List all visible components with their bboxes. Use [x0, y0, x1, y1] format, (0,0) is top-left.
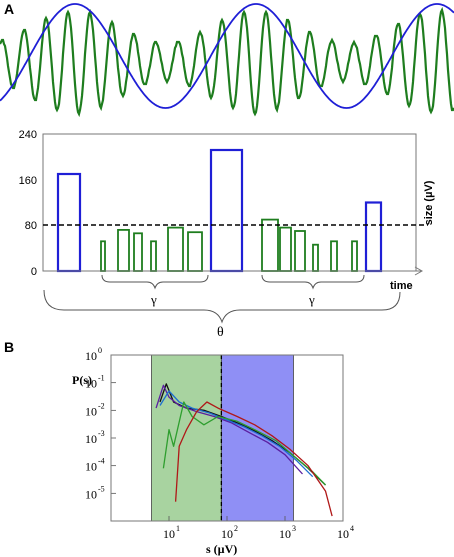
gamma-bar	[150, 240, 157, 272]
y-tick-label: 10	[85, 460, 97, 474]
bar-chart-y-ticks: 0 80 160 240	[19, 129, 37, 278]
x-tick-exponent: 3	[292, 524, 296, 533]
y-tick-exponent: -4	[98, 457, 105, 466]
x-tick-exponent: 4	[350, 524, 354, 533]
x-tick-exponent: 2	[234, 524, 238, 533]
y-tick-exponent: 0	[98, 346, 102, 355]
panel-a-traces	[0, 3, 454, 118]
theta-band	[220, 354, 294, 522]
gamma-brace-2: γ	[261, 274, 365, 307]
panel-b-curves	[155, 383, 333, 517]
theta-trace	[0, 3, 454, 109]
x-tick-label: 10	[221, 527, 233, 541]
y-tick-80: 80	[25, 220, 37, 232]
panel-b-chart: 10 1 10 2 10 3 10 410 010 -110 -210 -310 -410 -5 P(s)…	[72, 346, 354, 556]
theta-label: θ	[217, 325, 224, 340]
gamma-bar	[279, 226, 292, 272]
y-tick-exponent: -5	[98, 484, 105, 493]
gamma-bar	[261, 218, 279, 272]
gamma-bar	[187, 231, 203, 272]
gamma-bar	[294, 230, 306, 272]
y-tick-label: 10	[85, 404, 97, 418]
panel-a-bar-chart: 0 80 160 240 size (µV) time	[19, 129, 435, 292]
gamma-trace	[0, 6, 454, 118]
gamma-band	[151, 354, 222, 522]
y-tick-exponent: -2	[98, 401, 105, 410]
gamma-label-2: γ	[308, 292, 315, 307]
x-tick-label: 10	[163, 527, 175, 541]
distribution-curve-3	[159, 390, 314, 478]
x-tick-label: 10	[279, 527, 291, 541]
bar-chart-y-axis-label: size (µV)	[423, 180, 435, 225]
panel-b-bands	[151, 354, 294, 522]
time-axis-label: time	[390, 280, 413, 292]
distribution-curve-4	[162, 401, 326, 486]
panel-b-x-axis-label: s (µV)	[206, 542, 237, 556]
panel-b-label: B	[4, 339, 14, 355]
bar-chart-frame	[42, 133, 417, 272]
gamma-label-1: γ	[150, 292, 157, 307]
x-tick-exponent: 1	[176, 524, 180, 533]
gamma-bar	[330, 240, 338, 272]
y-tick-label: 10	[85, 377, 97, 391]
gamma-brace-1: γ	[101, 274, 209, 307]
y-tick-exponent: -1	[98, 374, 105, 383]
y-tick-exponent: -3	[98, 429, 105, 438]
gamma-bar	[312, 243, 319, 272]
y-tick-160: 160	[19, 175, 37, 187]
y-tick-label: 10	[85, 487, 97, 501]
theta-brace: θ	[43, 289, 401, 340]
theta-bar	[209, 148, 244, 273]
theta-bar	[364, 201, 383, 273]
gamma-bar	[167, 226, 184, 272]
theta-bar	[56, 172, 82, 273]
distribution-curve-5	[174, 401, 333, 517]
y-tick-0: 0	[31, 266, 37, 278]
panel-b-y-axis-label: P(s)	[72, 373, 92, 387]
panel-b-ticks: 10 1 10 2 10 3 10 410 010 -110 -210 -310 -410 -5	[85, 346, 354, 541]
gamma-bar	[117, 228, 130, 272]
y-tick-label: 10	[85, 349, 97, 363]
y-tick-label: 10	[85, 432, 97, 446]
gamma-bar	[100, 240, 106, 272]
x-tick-label: 10	[337, 527, 349, 541]
panel-a-label: A	[4, 1, 14, 17]
y-tick-240: 240	[19, 129, 37, 141]
gamma-bar	[351, 240, 358, 272]
panel-b-frame	[110, 354, 344, 522]
time-axis-arrow	[414, 266, 424, 276]
gamma-bar	[133, 232, 143, 272]
bar-chart-bars	[56, 148, 383, 273]
